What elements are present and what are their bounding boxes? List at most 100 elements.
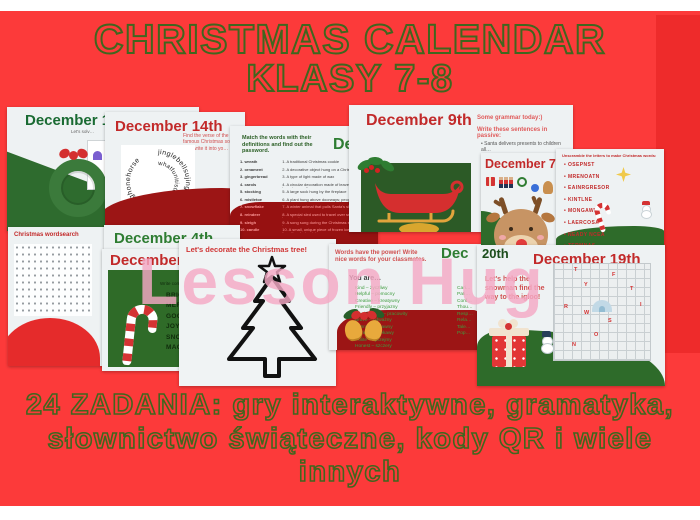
- nice-word-fragment: Thou…: [457, 305, 473, 311]
- sleigh-icon: [375, 180, 464, 223]
- poster-title-line1: CHRISTMAS CALENDAR: [93, 15, 607, 63]
- sleigh-panel: [356, 156, 471, 232]
- match-row-w: 3. gingerbread: [240, 175, 268, 180]
- slide-task: Match the words with their definitions a…: [242, 135, 313, 155]
- nice-word: Creative – kreatywny: [355, 298, 400, 304]
- slide-december-14: December 14th Find the verse of the famo…: [105, 112, 245, 236]
- slide-title: Let's decorate the Christmas tree!: [186, 245, 307, 254]
- adjective: GOOD-: [166, 312, 190, 320]
- maze: T F Y T I R W S O N: [553, 263, 651, 361]
- slide-title-fragment: Dec: [441, 245, 469, 262]
- match-row-d: 4. A circular decoration made of leaves,…: [282, 182, 361, 188]
- match-row-w: 7. snowflake: [240, 205, 264, 210]
- scrambled-word: LAERCOSA: [564, 220, 610, 226]
- match-row-d: 7. A winter animal that pulls Santa's sl…: [282, 205, 357, 210]
- nice-word-fragment: Resp…: [457, 311, 473, 317]
- slide-title: December 9th: [366, 112, 472, 129]
- grammar-bullet: • Santa delivers presents to children al…: [481, 141, 561, 153]
- maze-letter: Y: [584, 282, 588, 288]
- match-row-d: 2. A decorative object hung on a Christm…: [282, 167, 367, 172]
- match-row-d: 1. A traditional Christmas cookie: [282, 160, 340, 164]
- nice-word: Honest – szczery: [355, 344, 392, 350]
- snowman-icon: [539, 331, 554, 354]
- slide-wordsearch: Christmas wordsearch: [8, 227, 110, 366]
- gift-icon: [486, 177, 495, 186]
- match-row: 3. gingerbread 3. A type of light made of…: [240, 175, 372, 180]
- match-row-w: 10. candle: [240, 228, 260, 233]
- slide-title: December 7th: [485, 157, 566, 171]
- match-row-d: 8. A special sled used to travel over sn…: [282, 213, 368, 218]
- slide-subtitle: Let's solv…: [71, 129, 95, 134]
- match-row-w: 8. reindeer: [240, 213, 261, 218]
- nice-word: Kind – życzliwy: [355, 286, 388, 291]
- slide-title: December 14th: [115, 118, 223, 135]
- slide-task: Unscramble the letters to make Christmas…: [562, 153, 657, 158]
- poster-title-line2: KLASY 7-8: [245, 57, 454, 101]
- slide-task: Words have the power! Write nice words f…: [335, 250, 427, 264]
- nutcracker-icons: [499, 177, 513, 188]
- match-row-w: 5. stocking: [240, 190, 261, 195]
- slide-decorate-tree: Let's decorate the Christmas tree!: [179, 239, 336, 386]
- slide-task: Find the verse of the famous Christmas s…: [183, 133, 236, 152]
- match-row: 6. mistletoe 6. A plant hung above doorwa…: [240, 198, 372, 203]
- slide-nice-words: Words have the power! Write nice words f…: [329, 244, 481, 350]
- match-row-w: 4. carols: [240, 182, 257, 187]
- scrambled-word: NEADY NCEA: [564, 232, 610, 238]
- match-row: 5. stocking 5. A large sock hung by the f…: [240, 190, 372, 195]
- red-bow-icon: [69, 151, 78, 160]
- match-row-d: 10. A small, unique piece of frozen ice …: [282, 228, 365, 233]
- match-row-d: 6. A plant hung above doorways; people k…: [282, 197, 361, 203]
- nice-word: Helpful – pomocny: [355, 292, 395, 298]
- maze-letter: S: [608, 318, 612, 324]
- maze-letter: T: [630, 286, 634, 292]
- gingerbread-icon: [543, 181, 553, 194]
- wordsearch-grid: [14, 244, 92, 316]
- scrambled-word: MRENOATN: [564, 174, 610, 180]
- maze-letter: R: [564, 304, 568, 310]
- match-row-w: 9. sleigh: [240, 220, 257, 225]
- nice-word-fragment: Tale…: [457, 324, 471, 330]
- wreath-icon: [49, 159, 107, 217]
- holly-icon: [356, 155, 397, 181]
- nice-word-fragment: Conf…: [457, 298, 472, 304]
- maze-letter: I: [640, 302, 642, 308]
- christmas-icons-row: [486, 177, 553, 194]
- gift-icon: [489, 317, 529, 369]
- prompt-text: You are…: [349, 275, 382, 282]
- scrambled-word: MONGAWN: [564, 208, 610, 214]
- igloo-icon: [592, 300, 612, 312]
- maze-letter: T: [574, 267, 578, 273]
- match-row: 7. snowflake 7. A winter animal that pull…: [240, 205, 372, 210]
- maze-letter: N: [572, 342, 576, 348]
- candy-cane-icon: [122, 304, 158, 366]
- candy-cane-icon: [594, 202, 612, 233]
- wreath-icon: [517, 177, 527, 187]
- maze-letter: W: [584, 310, 590, 316]
- watermark-logo: Lesson Hug: [138, 244, 546, 318]
- nice-word-fragment: Cari…: [457, 286, 471, 291]
- match-row-w: 6. mistletoe: [240, 197, 263, 202]
- red-wave-shape: [8, 318, 100, 366]
- ornament-icon: [531, 184, 539, 192]
- star-icon: [616, 167, 631, 182]
- snowman-icon: [640, 201, 652, 219]
- gold-base-shape: [399, 223, 439, 232]
- scrambled-word: OSEPNST: [564, 162, 610, 168]
- match-row: 10. candle 10. A small, unique piece of f…: [240, 228, 372, 233]
- poster-tagline-line1: 24 ZADANIA: gry interaktywne, gramatyka,: [25, 388, 675, 422]
- slide-december-19: 20th December 19th Let's help the snowma…: [477, 245, 665, 386]
- match-row: 1. wreath 1. A traditional Christmas cook…: [240, 160, 372, 165]
- match-row-d: 9. A song sung during the Christmas seas…: [282, 220, 371, 226]
- match-words-table: 1. wreath 1. A traditional Christmas cook…: [240, 160, 372, 236]
- grammar-intro: Some grammar today:): [477, 115, 543, 121]
- umbrella-icon: [93, 150, 102, 160]
- match-row-d: 3. A type of light made of wax: [282, 175, 335, 180]
- nice-word-fragment: Pati…: [457, 292, 471, 298]
- maze-letters: T F Y T I R W S O N: [554, 264, 650, 360]
- match-row-d: 5. A large sock hung by the fireplace: [282, 190, 347, 195]
- slide-title-fragment-dec20: 20th: [482, 246, 509, 261]
- grammar-task: Write these sentences in passive:: [477, 127, 548, 139]
- match-row-w: 1. wreath: [240, 160, 258, 164]
- match-row: 4. carols 4. A circular decoration made o…: [240, 183, 372, 188]
- nice-word-fragment: Pop…: [457, 331, 471, 337]
